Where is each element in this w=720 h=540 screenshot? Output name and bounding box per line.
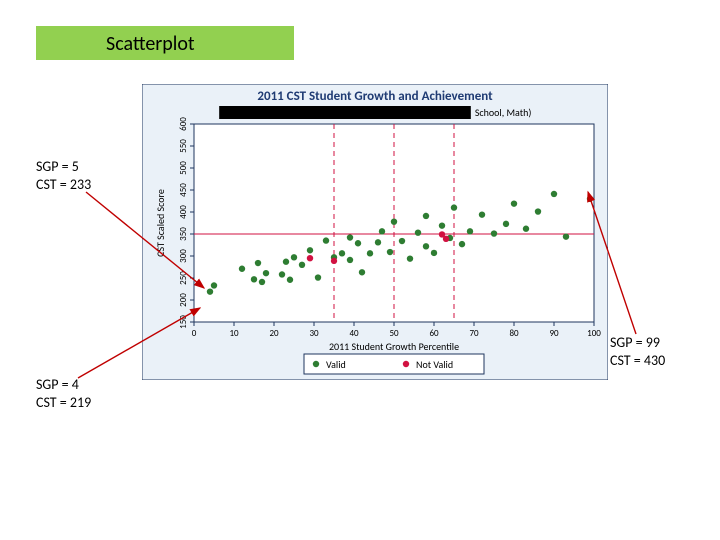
y-tick-label: 450 xyxy=(178,183,189,197)
point-not-valid xyxy=(443,236,449,242)
annotation-sgp99: SGP = 99 CST = 430 xyxy=(610,334,665,369)
x-axis-label: 2011 Student Growth Percentile xyxy=(329,340,459,353)
point-valid xyxy=(279,271,285,277)
y-tick-label: 350 xyxy=(178,227,189,241)
point-valid xyxy=(287,277,293,283)
point-valid xyxy=(255,260,261,266)
point-valid xyxy=(307,247,313,253)
point-valid xyxy=(451,204,457,210)
point-valid xyxy=(259,279,265,285)
slide-title: Scatterplot xyxy=(106,32,195,56)
y-tick-label: 550 xyxy=(178,139,189,153)
legend-label: Valid xyxy=(326,358,346,371)
point-valid xyxy=(563,233,569,239)
point-valid xyxy=(423,213,429,219)
point-valid xyxy=(291,254,297,260)
y-tick-label: 250 xyxy=(178,271,189,285)
point-valid xyxy=(459,241,465,247)
point-valid xyxy=(211,282,217,288)
x-tick-label: 80 xyxy=(509,328,519,339)
point-valid xyxy=(379,228,385,234)
y-tick-label: 200 xyxy=(178,293,189,307)
point-valid xyxy=(431,250,437,256)
point-valid xyxy=(523,226,529,232)
y-tick-label: 600 xyxy=(178,117,189,131)
point-valid xyxy=(207,288,213,294)
point-valid xyxy=(347,234,353,240)
x-tick-label: 50 xyxy=(389,328,399,339)
point-not-valid xyxy=(307,255,313,261)
point-valid xyxy=(315,274,321,280)
point-valid xyxy=(283,259,289,265)
point-valid xyxy=(375,239,381,245)
point-valid xyxy=(503,221,509,227)
point-valid xyxy=(251,276,257,282)
x-tick-label: 0 xyxy=(192,328,197,339)
point-valid xyxy=(551,191,557,197)
annotation-sgp4: SGP = 4 CST = 219 xyxy=(36,376,91,411)
point-valid xyxy=(491,230,497,236)
legend-marker xyxy=(403,361,409,367)
point-valid xyxy=(535,208,541,214)
point-valid xyxy=(339,250,345,256)
x-tick-label: 10 xyxy=(229,328,239,339)
point-not-valid xyxy=(331,258,337,264)
x-tick-label: 40 xyxy=(349,328,359,339)
y-tick-label: 150 xyxy=(178,315,189,329)
y-tick-label: 300 xyxy=(178,249,189,263)
point-valid xyxy=(263,270,269,276)
y-axis-label: CST Scaled Score xyxy=(154,189,167,257)
point-valid xyxy=(355,240,361,246)
point-valid xyxy=(239,266,245,272)
point-valid xyxy=(367,250,373,256)
point-valid xyxy=(323,237,329,243)
x-tick-label: 60 xyxy=(429,328,439,339)
point-valid xyxy=(359,269,365,275)
point-valid xyxy=(407,255,413,261)
point-valid xyxy=(299,262,305,268)
point-valid xyxy=(467,228,473,234)
chart-title: 2011 CST Student Growth and Achievement xyxy=(257,89,493,104)
y-tick-label: 400 xyxy=(178,205,189,219)
legend-label: Not Valid xyxy=(416,358,453,371)
x-tick-label: 100 xyxy=(587,328,601,339)
subtitle-redaction xyxy=(219,106,471,119)
annotation-sgp5: SGP = 5 CST = 233 xyxy=(36,158,91,193)
point-valid xyxy=(347,257,353,263)
legend-marker xyxy=(313,361,319,367)
x-tick-label: 20 xyxy=(269,328,279,339)
point-valid xyxy=(423,243,429,249)
point-valid xyxy=(415,229,421,235)
scatterplot-chart: 2011 CST Student Growth and Achievement S… xyxy=(142,84,608,380)
point-valid xyxy=(399,238,405,244)
chart-subtitle-tail: School, Math) xyxy=(475,106,532,119)
point-valid xyxy=(587,196,593,202)
point-valid xyxy=(479,211,485,217)
y-tick-label: 500 xyxy=(178,161,189,175)
point-valid xyxy=(511,200,517,206)
point-valid xyxy=(387,249,393,255)
point-valid xyxy=(439,222,445,228)
x-tick-label: 90 xyxy=(549,328,559,339)
x-tick-label: 70 xyxy=(469,328,479,339)
point-valid xyxy=(391,218,397,224)
x-tick-label: 30 xyxy=(309,328,319,339)
